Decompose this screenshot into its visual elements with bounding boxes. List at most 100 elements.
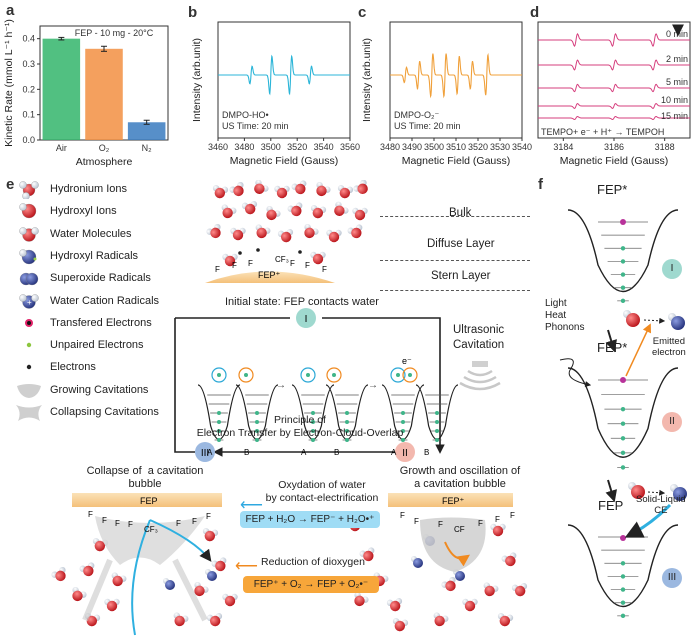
panel-label-a: a [6, 2, 15, 19]
collapsing-cavitation-icon [14, 402, 44, 422]
water-molecule [628, 482, 645, 499]
hydroxyl-ion-icon [14, 201, 44, 221]
xtick: 3520 [287, 142, 307, 152]
electron-cloud [326, 367, 342, 383]
d-xtick: 3188 [655, 142, 675, 152]
legend-label: Electrons [50, 361, 96, 373]
b-annotation-1: DMPO-HO• [222, 110, 269, 120]
water-molecule [212, 185, 229, 199]
d-series-label: 2 min [666, 54, 688, 64]
jet-line-2 [149, 519, 212, 562]
panel-label-c: c [358, 4, 367, 21]
water-molecule [433, 612, 449, 627]
svg-text:II: II [402, 448, 408, 459]
legend-label: Transfered Electrons [50, 317, 152, 329]
electron-cloud [390, 367, 406, 383]
water-molecule [266, 205, 281, 221]
fep-star-top: FEP* [597, 182, 628, 197]
f-stage-badge-2: II [662, 412, 682, 432]
fluorine-atom: F [290, 259, 295, 268]
fluorine-atom: F [88, 510, 93, 519]
water-molecule [483, 582, 499, 597]
water-molecule [104, 598, 120, 612]
panel-label-b: b [188, 4, 198, 21]
water-molecule [111, 572, 127, 587]
legend-label: Water Molecules [50, 228, 132, 240]
water-molecule [206, 613, 223, 627]
a-ylabel: Kinetic Rate (mmol L⁻¹ h⁻¹) [3, 19, 15, 147]
fep-star-mid: FEP* [597, 340, 628, 355]
unpaired-electron-icon [14, 335, 44, 355]
f-stage-badge-1: I [662, 259, 682, 279]
water-molecule [511, 583, 528, 597]
water-molecule [353, 180, 368, 194]
layer-stern: Stern Layer [431, 270, 491, 282]
energy-well-I [567, 209, 679, 293]
water-molecule [352, 207, 368, 221]
a-ytick: 0.2 [22, 84, 35, 94]
water-molecule [337, 185, 354, 199]
water-molecule [386, 598, 403, 612]
water-molecule [287, 202, 303, 217]
water-molecule [347, 224, 363, 239]
legend-label: Hydroxyl Ions [50, 205, 117, 217]
water-molecule [310, 205, 327, 219]
fluorine-atom: F [414, 517, 419, 526]
fluorine-atom: F [232, 261, 237, 270]
fluorine-atom: F [438, 520, 443, 529]
d-series-line [538, 83, 690, 93]
panel-f-diagram [559, 209, 687, 619]
fluorine-atom: F [192, 517, 197, 526]
water-molecule [51, 566, 66, 582]
water-molecule [304, 223, 319, 239]
well-label: B [244, 448, 249, 457]
superoxide-icon [14, 268, 44, 288]
water-molecule [291, 180, 307, 195]
panel-label-f: f [538, 176, 543, 193]
electron-label: e⁻ [402, 356, 412, 366]
initial-state-caption: Initial state: FEP contacts water [225, 296, 379, 308]
legend-label: Hydroxyl Radicals [50, 250, 139, 262]
a-ytick: 0.4 [22, 34, 35, 44]
phonon-wave [559, 358, 592, 387]
legend-item: Electrons [14, 356, 96, 378]
water-molecule [173, 612, 189, 627]
oxidation-equation: FEP + H₂O → FEP⁻ + H₂O•⁺ [240, 511, 380, 528]
electron-cloud [300, 367, 316, 383]
water-molecule [79, 562, 95, 577]
d-series-label: 0 min [666, 29, 688, 39]
chart-a: 0.0 0.1 0.2 0.3 0.4 Air O₂ N₂ Atmosphere Kinetic … [3, 19, 169, 168]
ylabel: Intensity (arb.unit) [191, 38, 203, 122]
d-series-line [538, 59, 690, 71]
svg-text:→: → [368, 380, 378, 391]
water-molecule [441, 576, 456, 592]
fluorine-atom: F [102, 516, 107, 525]
xtick: 3490 [402, 142, 422, 152]
d-series-line [538, 115, 690, 121]
water-molecule [490, 523, 506, 537]
water-molecule [230, 227, 246, 241]
legend-label: Unpaired Electrons [50, 339, 144, 351]
fluorine-atom: F [215, 265, 220, 274]
legend-item: Unpaired Electrons [14, 334, 144, 356]
d-series-line [538, 103, 690, 109]
excited-electron [620, 219, 626, 225]
xtick: 3520 [468, 142, 488, 152]
xlabel: Magnetic Field (Gauss) [402, 155, 511, 167]
stage-badge-1 [296, 308, 316, 328]
a-ytick: 0.3 [22, 59, 35, 69]
radical-molecule [205, 569, 217, 581]
legend-item: Hydroxyl Ions [14, 200, 117, 222]
fluorine-atom: F [128, 520, 133, 529]
water-molecule [202, 528, 219, 542]
legend-item: Growing Cavitations [14, 379, 148, 401]
fluorine-atom: F [206, 512, 211, 521]
legend-label: Superoxide Radicals [50, 272, 151, 284]
a-ytick: 0.1 [22, 110, 35, 120]
a-xtick: O₂ [99, 143, 110, 153]
fluorine-atom: F [510, 511, 515, 520]
c-annotation-2: US Time: 20 min [394, 121, 461, 131]
growth-title: Growth and oscillation of a cavitation b… [399, 465, 521, 490]
electron-cloud [211, 367, 227, 383]
